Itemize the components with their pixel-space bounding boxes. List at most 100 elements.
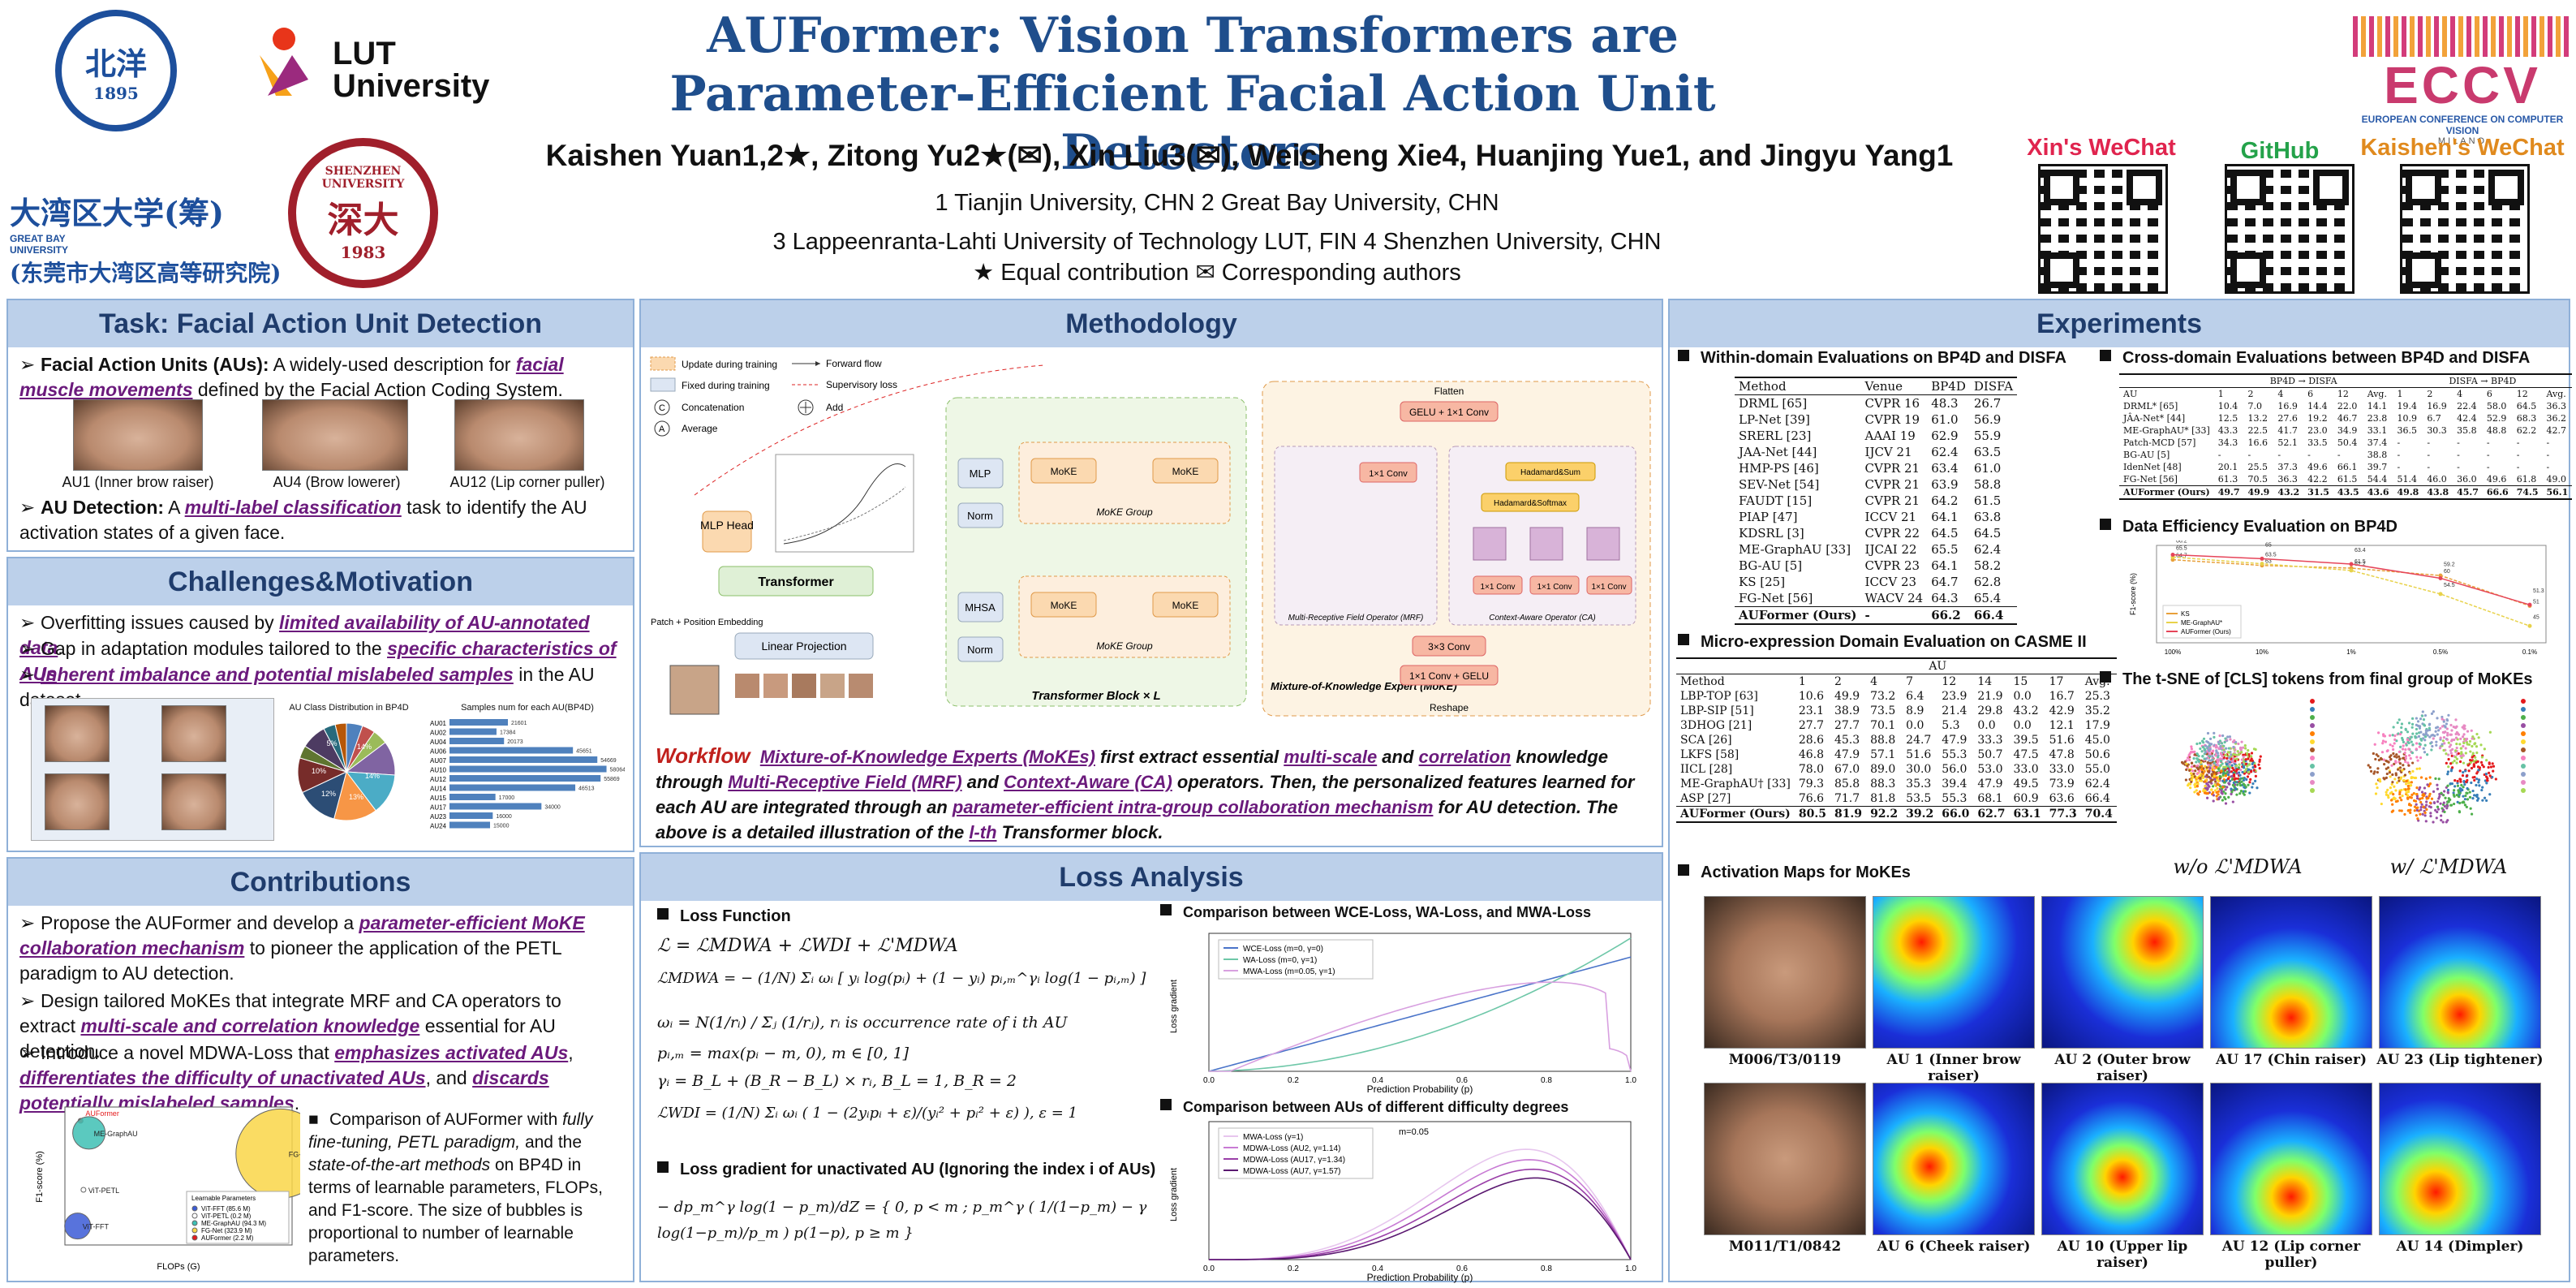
activation-map — [2379, 896, 2541, 1049]
loss-curve — [1209, 1148, 1632, 1260]
tsne-point — [2425, 803, 2428, 807]
table-cell: AUFormer (Ours) — [1735, 606, 1861, 625]
tsne-point — [2392, 793, 2395, 796]
tsne-point — [2229, 765, 2232, 769]
tsne-point — [2186, 764, 2189, 768]
table-cell: 22.4 — [2457, 401, 2477, 411]
tsne-point — [2483, 796, 2487, 799]
au-bar-value: 54669 — [600, 758, 617, 764]
table-cell: AU — [2123, 389, 2138, 399]
tsne-point — [2440, 814, 2443, 817]
eff-point — [2438, 592, 2443, 597]
eq-mdwa: ℒMDWA = − (1/N) Σᵢ ωᵢ [ yᵢ log(pᵢ) + (1 … — [657, 970, 1146, 987]
qr-code-xin[interactable] — [2038, 164, 2168, 294]
tsne-point — [2409, 811, 2412, 814]
tsne-point — [2228, 779, 2232, 782]
qr-code-kaishen[interactable] — [2400, 164, 2530, 294]
tsne-point — [2393, 778, 2397, 781]
tsne-point — [2217, 793, 2220, 796]
tsne-point — [2406, 787, 2410, 790]
tsne-point — [2216, 760, 2220, 764]
tsne-point — [2443, 810, 2446, 814]
affiliation-2: 3 Lappeenranta-Lahti University of Techn… — [772, 229, 1662, 255]
tsne-point — [2200, 770, 2204, 773]
difficulty-compare-heading: Comparison between AUs of different diff… — [1160, 1099, 1568, 1116]
tsne-point — [2444, 796, 2447, 799]
tsne-point — [2242, 755, 2245, 759]
tsne-point — [2460, 752, 2463, 756]
bubble-legend-item: AUFormer (2.2 M) — [201, 1234, 254, 1242]
tsne-point — [2429, 814, 2432, 818]
tsne-point — [2442, 801, 2445, 804]
tsne-point — [2247, 770, 2251, 774]
tsne-point — [2449, 733, 2453, 736]
eff-value: 63.5 — [2265, 553, 2277, 558]
tsne-point — [2491, 775, 2494, 779]
tsne-point — [2388, 734, 2392, 737]
table-cell: 13.2 — [2247, 413, 2269, 424]
tsne-point — [2415, 717, 2418, 720]
tsne-point — [2225, 747, 2228, 750]
eff-point — [2260, 562, 2264, 566]
table-cell: CVPR 21 — [1864, 477, 1920, 492]
tsne-point — [2238, 792, 2242, 795]
tsne-point — [2385, 767, 2388, 770]
tsne-point — [2488, 774, 2492, 778]
table-row: Method 1 2 4 7 12 14 15 17 Avg. — [1676, 674, 2117, 690]
tsne-point — [2394, 789, 2398, 792]
tsne-point — [2219, 764, 2222, 768]
tsne-point — [2462, 786, 2465, 789]
tsne-point — [2415, 723, 2419, 726]
tsne-point — [2194, 782, 2197, 786]
qr-label-kaishen: Kaishen's WeChat — [2360, 135, 2565, 161]
tsne-point — [2415, 792, 2419, 796]
eff-point — [2527, 602, 2532, 607]
tsne-point — [2252, 747, 2256, 751]
table-cell: 64.7 — [1931, 575, 1959, 589]
table-cell: 16.7 — [2049, 690, 2075, 703]
tsne-point — [2398, 755, 2401, 758]
tsne-point — [2247, 783, 2250, 786]
tsne-point — [2234, 753, 2238, 756]
tsne-point — [2395, 753, 2398, 756]
tsne-point — [2232, 788, 2235, 791]
tsne-point — [2201, 755, 2204, 758]
tsne-point — [2422, 805, 2425, 808]
tsne-point — [2460, 783, 2463, 787]
tsne-point — [2436, 810, 2439, 814]
eff-xtick: 1% — [2346, 648, 2356, 656]
tsne-point — [2400, 799, 2403, 802]
tsne-point — [2214, 780, 2217, 783]
tsne-point — [2432, 821, 2435, 824]
tsne-point — [2200, 768, 2204, 771]
tsne-point — [2402, 744, 2405, 747]
au-bar-value: 45651 — [576, 749, 592, 755]
x-tick: 1.0 — [1625, 1076, 1636, 1085]
tsne-point — [2215, 795, 2218, 798]
tsne-point — [2385, 793, 2389, 796]
tsne-point — [2210, 788, 2213, 791]
qr-code-github[interactable] — [2225, 164, 2355, 294]
tsne-point — [2382, 734, 2385, 738]
table-cell: 55.0 — [2084, 763, 2110, 776]
table-row: PIAP [47] ICCV 21 64.1 63.8 — [1735, 509, 2017, 525]
tsne-point — [2472, 763, 2475, 766]
tsne-point — [2220, 769, 2223, 773]
tsne-point — [2220, 791, 2223, 795]
tsne-point — [2227, 769, 2230, 772]
pie-label: 13% — [349, 793, 363, 801]
tsne-point — [2423, 751, 2427, 754]
tsne-point — [2390, 764, 2393, 767]
tsne-point — [2453, 789, 2456, 792]
table-cell: 12 — [2516, 389, 2528, 399]
tsne-point — [2420, 803, 2423, 806]
tsne-point — [2254, 765, 2257, 769]
tsne-point — [2479, 760, 2484, 764]
task-bullet-detection: ➢ AU Detection: A multi-label classificat… — [19, 497, 587, 543]
tsne-point — [2434, 730, 2437, 733]
loss-curve — [1208, 937, 1632, 1072]
table-cell: BP4D → DISFA — [2213, 373, 2393, 388]
bubble-legend-item: FG-Net (323.9 M) — [201, 1227, 252, 1234]
tsne-point — [2415, 808, 2419, 812]
tsne-point — [2449, 752, 2453, 755]
